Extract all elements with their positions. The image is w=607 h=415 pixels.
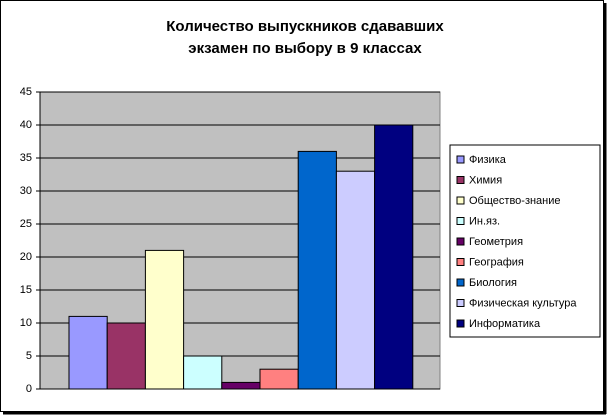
legend-swatch	[456, 176, 465, 184]
legend-label: Информатика	[469, 318, 541, 330]
chart-title: Количество выпускников сдававших экзамен…	[166, 18, 444, 57]
legend-label: Общество-знание	[469, 195, 561, 207]
y-tick-label: 30	[20, 185, 32, 197]
bar	[374, 124, 414, 390]
legend-swatch	[456, 237, 465, 246]
legend-swatch	[456, 155, 465, 164]
y-tick-label: 15	[20, 284, 32, 296]
legend-swatch	[456, 319, 465, 328]
bar	[259, 368, 299, 390]
bar	[297, 150, 337, 390]
bar	[335, 170, 376, 390]
y-tick-label: 35	[20, 152, 32, 164]
legend-swatch	[456, 299, 465, 307]
bar	[144, 249, 185, 390]
legend-box	[449, 144, 601, 338]
bar	[221, 381, 261, 390]
y-tick-label: 40	[20, 119, 32, 131]
legend-label: География	[469, 256, 524, 268]
legend-label: Ин.яз.	[469, 215, 500, 227]
legend-label: Биология	[469, 277, 517, 289]
legend-label: Физика	[469, 154, 507, 166]
bar	[106, 322, 146, 390]
bar	[68, 315, 108, 390]
legend-swatch	[456, 217, 465, 225]
y-tick-label: 20	[20, 251, 32, 263]
y-tick-label: 0	[26, 383, 32, 395]
legend-swatch	[456, 278, 465, 287]
y-tick-label: 5	[26, 350, 32, 362]
legend-label: Физическая культура	[469, 297, 577, 309]
y-tick-label: 25	[20, 218, 32, 230]
bar	[183, 355, 223, 390]
y-tick-label: 10	[20, 317, 32, 329]
legend-label: Химия	[469, 174, 502, 186]
legend-swatch	[456, 258, 465, 266]
y-tick-label: 45	[20, 86, 32, 98]
legend-label: Геометрия	[469, 236, 523, 248]
legend-swatch	[456, 196, 465, 205]
